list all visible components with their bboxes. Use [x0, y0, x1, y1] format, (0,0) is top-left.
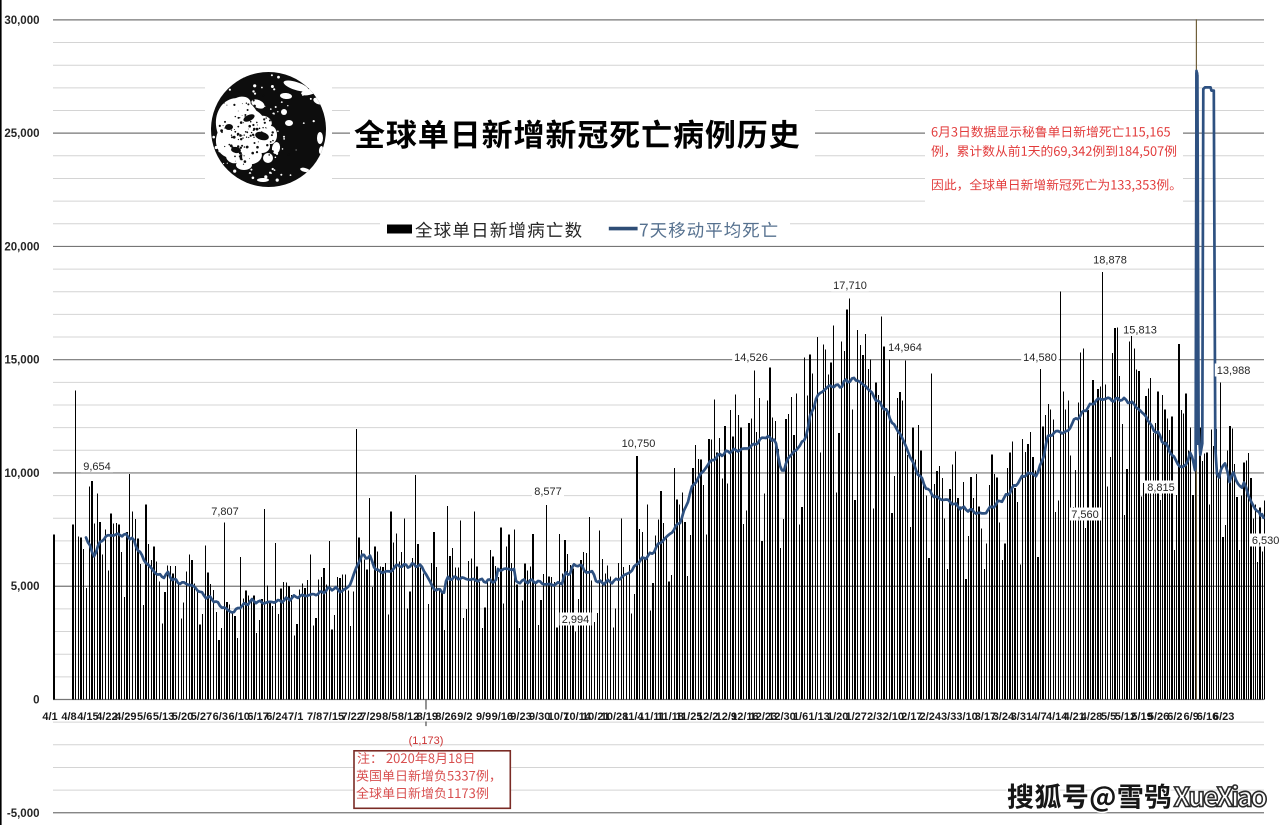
svg-text:5/13: 5/13	[153, 711, 174, 723]
svg-text:11/11: 11/11	[639, 711, 665, 723]
svg-text:3/24: 3/24	[993, 711, 1015, 723]
svg-text:12/23: 12/23	[750, 711, 778, 723]
svg-text:6/24: 6/24	[266, 711, 288, 723]
svg-text:7,807: 7,807	[211, 506, 239, 518]
svg-text:1/13: 1/13	[808, 711, 829, 723]
svg-text:14,580: 14,580	[1023, 352, 1057, 364]
svg-text:6/2: 6/2	[1167, 711, 1182, 723]
svg-text:9/30: 9/30	[529, 711, 550, 723]
svg-text:4/8: 4/8	[61, 711, 76, 723]
svg-text:5/26: 5/26	[1148, 711, 1169, 723]
svg-text:8/5: 8/5	[382, 711, 397, 723]
svg-text:5/5: 5/5	[1101, 711, 1116, 723]
svg-text:6/3: 6/3	[213, 711, 228, 723]
svg-text:5/19: 5/19	[1131, 711, 1152, 723]
svg-text:15,000: 15,000	[4, 355, 39, 367]
svg-text:9/9: 9/9	[476, 711, 491, 723]
svg-text:7/1: 7/1	[288, 711, 303, 723]
svg-text:10,000: 10,000	[4, 468, 39, 480]
svg-text:12/9: 12/9	[716, 711, 737, 723]
svg-text:2/10: 2/10	[883, 711, 904, 723]
svg-text:7/15: 7/15	[323, 711, 344, 723]
svg-text:14,964: 14,964	[888, 342, 922, 354]
svg-text:4/28: 4/28	[1081, 711, 1102, 723]
svg-text:0: 0	[33, 695, 39, 707]
svg-text:(1,173): (1,173)	[409, 735, 444, 747]
svg-text:11/18: 11/18	[657, 711, 684, 723]
svg-text:2/24: 2/24	[920, 711, 942, 723]
svg-text:5/20: 5/20	[172, 711, 193, 723]
svg-text:9/23: 9/23	[510, 711, 531, 723]
svg-text:2/3: 2/3	[867, 711, 882, 723]
svg-text:4/1: 4/1	[42, 711, 57, 723]
svg-text:-5,000: -5,000	[7, 808, 40, 820]
svg-text:3/17: 3/17	[975, 711, 996, 723]
svg-text:6/23: 6/23	[1213, 711, 1234, 723]
svg-text:5/12: 5/12	[1115, 711, 1136, 723]
svg-text:2,994: 2,994	[562, 614, 590, 626]
svg-text:8,577: 8,577	[534, 486, 562, 498]
svg-text:4/29: 4/29	[115, 711, 136, 723]
svg-text:7/22: 7/22	[341, 711, 362, 723]
svg-text:8,815: 8,815	[1147, 482, 1175, 494]
svg-text:3/31: 3/31	[1011, 711, 1032, 723]
svg-text:20,000: 20,000	[4, 241, 39, 253]
svg-text:15,813: 15,813	[1123, 325, 1157, 337]
svg-text:25,000: 25,000	[4, 128, 39, 140]
svg-text:10/14: 10/14	[563, 711, 591, 723]
svg-text:12/30: 12/30	[768, 711, 796, 723]
svg-text:6/17: 6/17	[247, 711, 268, 723]
svg-text:17,710: 17,710	[833, 280, 867, 292]
svg-text:10/7: 10/7	[548, 711, 569, 723]
svg-text:14,526: 14,526	[734, 352, 768, 364]
svg-text:1/6: 1/6	[793, 711, 808, 723]
svg-text:6,530: 6,530	[1252, 535, 1280, 547]
svg-text:12/16: 12/16	[731, 711, 759, 723]
svg-text:9/16: 9/16	[492, 711, 513, 723]
svg-text:1/27: 1/27	[845, 711, 866, 723]
svg-text:10,750: 10,750	[622, 438, 656, 450]
svg-text:8/19: 8/19	[417, 711, 438, 723]
svg-text:18,878: 18,878	[1093, 255, 1127, 267]
svg-text:4/7: 4/7	[1031, 711, 1046, 723]
svg-text:6/10: 6/10	[228, 711, 249, 723]
svg-text:8/26: 8/26	[435, 711, 456, 723]
svg-text:13,988: 13,988	[1217, 365, 1251, 377]
svg-text:8/12: 8/12	[398, 711, 419, 723]
svg-text:3/3: 3/3	[941, 711, 956, 723]
svg-text:4/15: 4/15	[77, 711, 98, 723]
svg-text:10/28: 10/28	[601, 711, 629, 723]
svg-text:2/17: 2/17	[901, 711, 922, 723]
svg-text:30,000: 30,000	[4, 15, 39, 27]
svg-text:11/4: 11/4	[623, 711, 645, 723]
svg-text:1/20: 1/20	[827, 711, 848, 723]
svg-text:5/6: 5/6	[137, 711, 152, 723]
svg-text:5/27: 5/27	[191, 711, 212, 723]
svg-text:7,560: 7,560	[1071, 509, 1099, 521]
svg-text:5,000: 5,000	[11, 581, 40, 593]
svg-text:10/21: 10/21	[582, 711, 610, 723]
svg-text:7/8: 7/8	[307, 711, 322, 723]
svg-text:4/21: 4/21	[1063, 711, 1084, 723]
svg-text:7/29: 7/29	[360, 711, 381, 723]
svg-text:6/9: 6/9	[1184, 711, 1199, 723]
svg-text:12/2: 12/2	[697, 711, 718, 723]
svg-text:3/10: 3/10	[956, 711, 977, 723]
svg-text:11/25: 11/25	[676, 711, 703, 723]
svg-text:4/22: 4/22	[96, 711, 117, 723]
svg-text:6/16: 6/16	[1197, 711, 1218, 723]
svg-text:9,654: 9,654	[83, 461, 111, 473]
svg-text:4/14: 4/14	[1046, 711, 1068, 723]
svg-text:9/2: 9/2	[457, 711, 472, 723]
